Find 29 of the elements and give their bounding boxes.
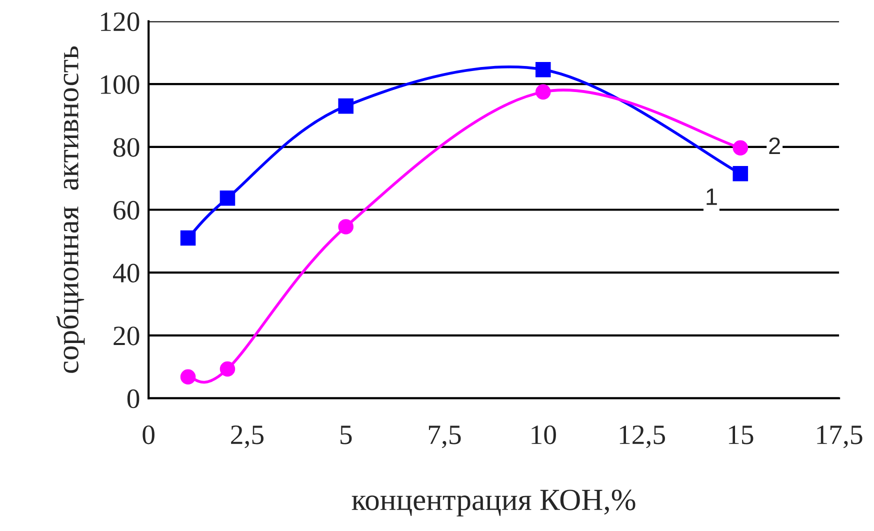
series-label: 1: [706, 188, 717, 205]
y-tick-label: 60: [114, 200, 140, 220]
point: [535, 62, 551, 78]
y-tick-label: 120: [101, 12, 140, 32]
point: [732, 140, 748, 156]
x-tick-label: 7,5: [428, 426, 461, 448]
y-tick-label: 20: [114, 326, 140, 346]
point: [338, 98, 354, 114]
x-tick-label: 2,5: [231, 426, 264, 448]
y-tick-label: 40: [113, 264, 140, 282]
point: [732, 166, 748, 182]
x-tick-label: 0: [142, 425, 154, 444]
point: [180, 369, 196, 385]
x-tick-label: 10: [532, 425, 556, 444]
y-tick-label: 0: [127, 389, 140, 408]
x-tick-label: 12,5: [620, 426, 665, 448]
point: [180, 230, 196, 246]
x-tick-label: 17,5: [817, 426, 862, 448]
y-axis-title: сорбционная активность: [56, 46, 85, 373]
point: [220, 190, 236, 206]
point: [535, 84, 551, 100]
y-tick-label: 80: [114, 138, 140, 157]
y-tick-label: 100: [101, 75, 140, 94]
point: [220, 361, 236, 377]
point: [338, 219, 354, 234]
x-axis-title: концентрация КОН,%: [352, 490, 636, 516]
x-tick-label: 15: [728, 426, 754, 444]
x-tick-label: 5: [340, 426, 352, 444]
series-label: 2: [769, 137, 780, 154]
